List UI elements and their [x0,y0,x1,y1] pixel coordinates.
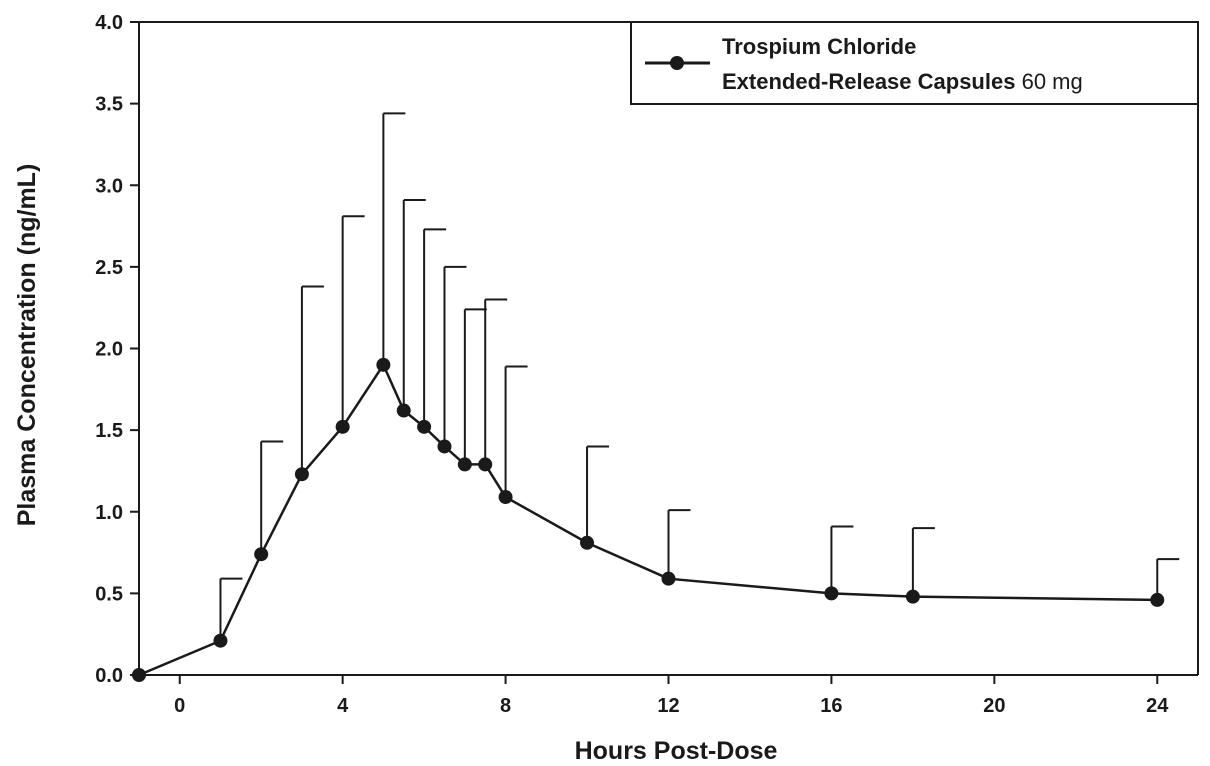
y-axis-ticks: 0.0 0.5 1.0 1.5 2.0 2.5 3.0 3.5 4.0 [95,12,139,687]
legend-box [630,21,1199,105]
y-tick-label: 3.5 [95,94,123,116]
data-point [905,589,920,604]
data-point [824,586,839,601]
legend-marker-swatch [670,56,684,70]
data-point [335,419,350,434]
data-point [457,457,472,472]
series-line-group [138,363,1158,677]
x-tick-label: 20 [983,695,1005,717]
data-point [437,439,452,454]
y-tick-label: 2.5 [95,257,123,279]
x-axis-ticks: 0 4 8 12 16 20 24 [174,675,1169,717]
data-point [1150,592,1165,607]
data-point [213,633,228,648]
y-tick-label: 4.0 [95,12,123,34]
x-tick-label: 0 [174,695,185,717]
data-points [132,357,1165,682]
data-point [132,668,146,682]
legend-label-line2: Extended-Release Capsules 60 mg [722,69,1083,94]
legend-label-line2-bold: Extended-Release Capsules [722,69,1015,94]
data-point [661,571,676,586]
data-point [498,490,513,505]
data-point [417,419,432,434]
y-tick-label: 1.5 [95,420,123,442]
y-axis-title: Plasma Concentration (ng/mL) [13,164,41,527]
error-bars [219,112,1180,641]
y-tick-label: 0.5 [95,583,123,605]
data-point [254,547,269,562]
x-tick-label: 4 [337,695,349,717]
data-point [580,535,595,550]
legend-label-line2-dose: 60 mg [1015,69,1082,94]
x-tick-label: 24 [1146,695,1169,717]
data-point [396,403,411,418]
x-axis-title: Hours Post-Dose [575,737,778,765]
y-tick-label: 3.0 [95,175,123,197]
y-tick-label: 1.0 [95,502,123,524]
y-tick-label: 0.0 [95,665,123,687]
y-tick-label: 2.0 [95,339,123,361]
data-point [294,467,309,482]
series-line [138,363,1158,677]
x-tick-label: 12 [657,695,679,717]
x-tick-label: 8 [500,695,511,717]
legend-label-line1: Trospium Chloride [722,34,916,59]
data-point [376,357,391,372]
x-tick-label: 16 [820,695,842,717]
legend: Trospium Chloride Extended-Release Capsu… [630,21,1199,105]
data-point [478,457,493,472]
